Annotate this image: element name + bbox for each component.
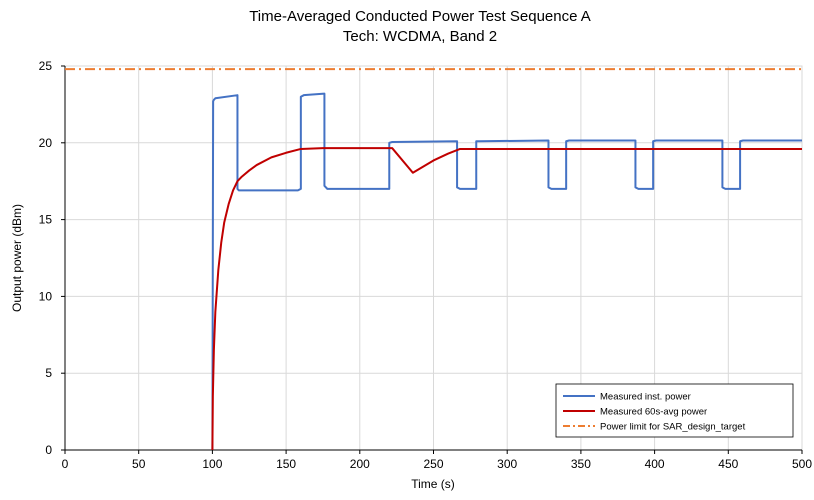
x-tick-label: 200	[350, 457, 370, 471]
series-line-1	[211, 92, 802, 451]
legend-label-3: Power limit for SAR_design_target	[600, 422, 746, 433]
chart-title: Time-Averaged Conducted Power Test Seque…	[249, 8, 591, 25]
y-axis-label: Output power (dBm)	[10, 204, 24, 312]
legend-box	[555, 383, 794, 438]
y-tick-label: 5	[45, 366, 52, 380]
series-layer	[65, 68, 802, 451]
x-tick-label: 400	[645, 457, 665, 471]
x-tick-label: 100	[202, 457, 222, 471]
x-tick-label: 450	[718, 457, 738, 471]
axes: 0 50 100 150 200 250 300 350 400 450 500 0 5 10 15 20 25	[39, 59, 813, 471]
x-tick-label: 500	[792, 457, 812, 471]
y-tick-label: 10	[39, 289, 53, 303]
chart-subtitle: Tech: WCDMA, Band 2	[343, 28, 497, 45]
x-tick-label: 50	[132, 457, 146, 471]
x-axis-label: Time (s)	[411, 477, 455, 491]
legend-label-2: Measured 60s-avg power	[600, 407, 707, 418]
y-tick-label: 20	[39, 136, 53, 150]
x-tick-label: 350	[571, 457, 591, 471]
legend-label-1: Measured inst. power	[600, 392, 691, 403]
y-tick-label: 0	[45, 443, 52, 457]
series-line-2	[211, 147, 802, 451]
y-tick-label: 25	[39, 59, 53, 73]
legend: Measured inst. power Measured 60s-avg pow…	[555, 383, 794, 438]
x-tick-label: 300	[497, 457, 517, 471]
x-tick-label: 250	[423, 457, 443, 471]
x-tick-label: 150	[276, 457, 296, 471]
x-tick-label: 0	[62, 457, 69, 471]
y-tick-label: 15	[39, 213, 53, 227]
